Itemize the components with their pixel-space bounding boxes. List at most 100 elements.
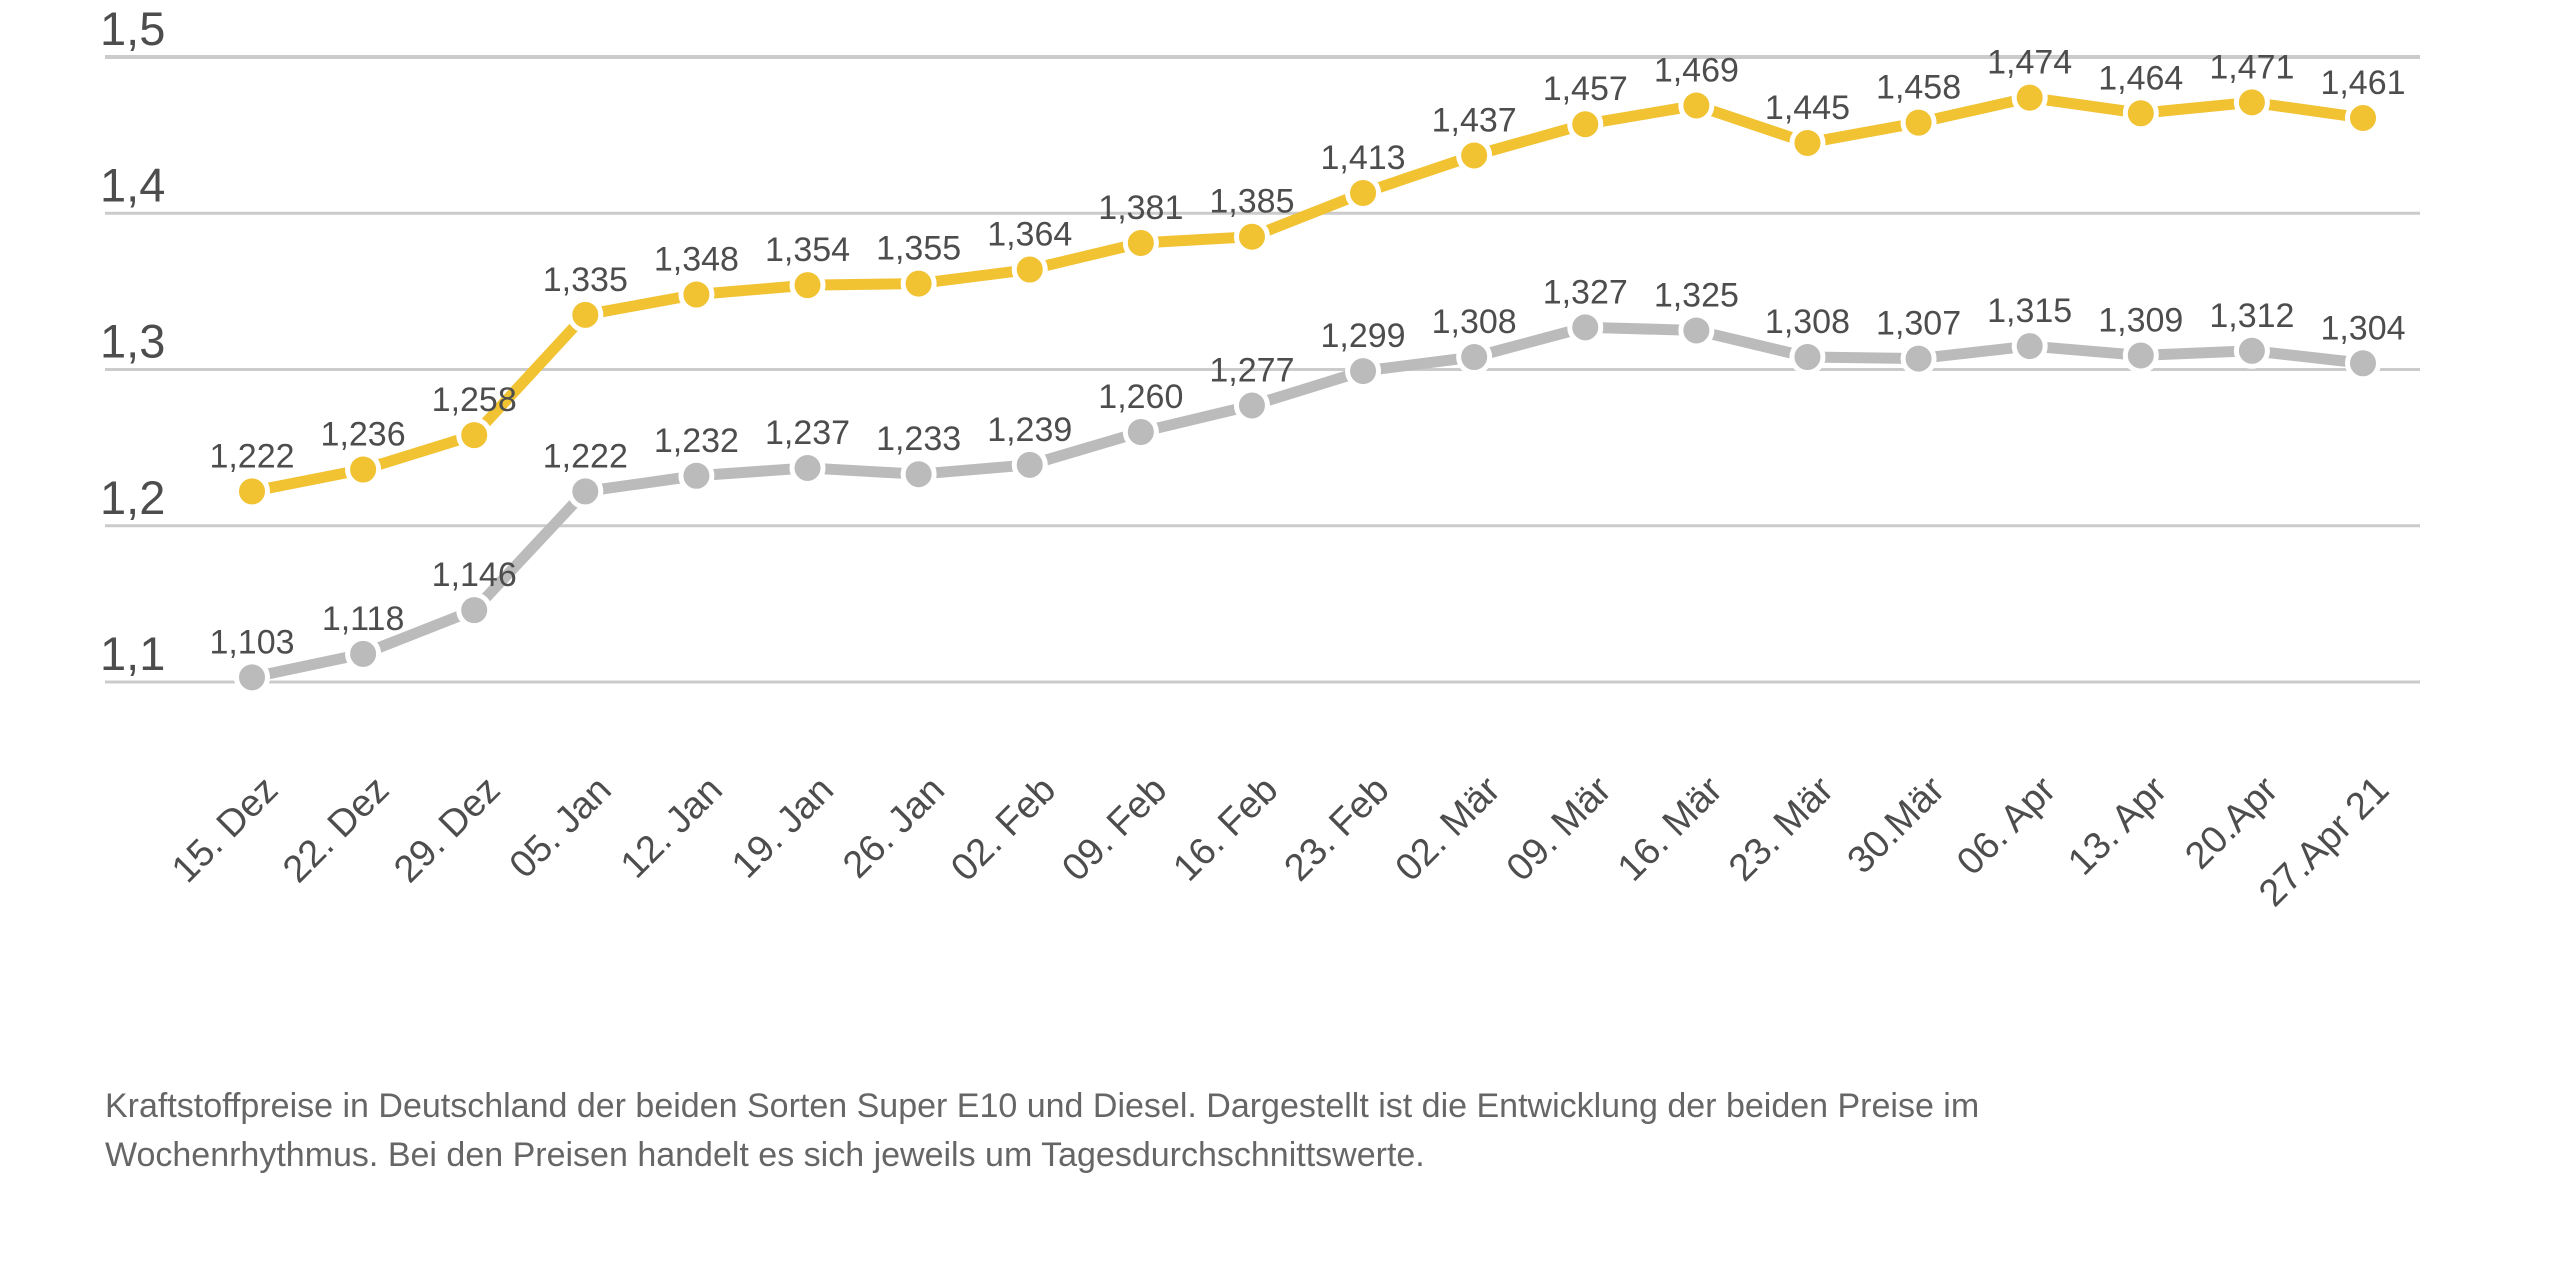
data-point-label-diesel: 1,237 bbox=[765, 414, 850, 452]
data-point-label-diesel: 1,308 bbox=[1432, 303, 1517, 341]
data-point-label-diesel: 1,315 bbox=[1987, 292, 2072, 330]
data-point-super-e10 bbox=[1011, 251, 1048, 288]
data-point-label-super-e10: 1,445 bbox=[1765, 89, 1850, 127]
x-axis-tick-label: 02. Feb bbox=[943, 769, 1064, 890]
data-point-diesel bbox=[1567, 309, 1604, 346]
data-point-label-diesel: 1,309 bbox=[2098, 301, 2183, 339]
x-axis-tick-label: 06. Apr bbox=[1949, 768, 2064, 883]
x-axis-tick-label: 09. Mär bbox=[1499, 768, 1620, 889]
x-axis-tick-label: 15. Dez bbox=[164, 769, 286, 891]
data-point-label-super-e10: 1,381 bbox=[1098, 189, 1183, 227]
data-point-diesel bbox=[789, 449, 826, 486]
data-point-super-e10 bbox=[2011, 79, 2048, 116]
x-axis-tick-label: 20.Apr bbox=[2177, 768, 2286, 877]
data-point-label-diesel: 1,327 bbox=[1543, 273, 1628, 311]
data-point-label-diesel: 1,232 bbox=[654, 422, 739, 460]
x-axis-tick-label: 16. Feb bbox=[1165, 769, 1286, 890]
data-point-diesel bbox=[1122, 414, 1159, 450]
caption-line-2: Wochenrhythmus. Bei den Preisen handelt … bbox=[105, 1136, 1425, 1174]
x-axis-tick-label: 22. Dez bbox=[275, 769, 397, 891]
data-point-label-super-e10: 1,464 bbox=[2098, 59, 2183, 97]
data-point-diesel bbox=[1900, 340, 1937, 377]
x-axis-tick-label: 02. Mär bbox=[1388, 768, 1509, 889]
data-point-label-super-e10: 1,385 bbox=[1209, 183, 1294, 221]
data-point-label-super-e10: 1,258 bbox=[432, 381, 517, 419]
data-point-diesel bbox=[2122, 337, 2159, 374]
x-axis-tick-label: 19. Jan bbox=[724, 769, 842, 887]
data-point-diesel bbox=[234, 659, 270, 696]
data-point-super-e10 bbox=[900, 265, 937, 302]
x-axis-tick-label: 09. Feb bbox=[1054, 769, 1175, 890]
data-point-diesel bbox=[2345, 345, 2381, 382]
data-point-diesel bbox=[345, 635, 382, 672]
data-point-diesel bbox=[567, 473, 604, 510]
data-point-label-super-e10: 1,474 bbox=[1987, 44, 2072, 82]
data-point-super-e10 bbox=[1567, 106, 1604, 143]
data-point-label-super-e10: 1,348 bbox=[654, 241, 739, 279]
y-axis-tick-label: 1,1 bbox=[100, 627, 165, 680]
data-point-label-diesel: 1,233 bbox=[876, 420, 961, 458]
series-line-super-e10 bbox=[250, 92, 2364, 497]
data-point-label-diesel: 1,222 bbox=[543, 437, 628, 475]
x-axis-tick-label: 13. Apr bbox=[2060, 768, 2175, 883]
data-point-diesel bbox=[1345, 353, 1382, 390]
data-point-label-diesel: 1,239 bbox=[987, 411, 1072, 449]
x-axis-tick-label: 05. Jan bbox=[502, 769, 620, 887]
data-point-label-diesel: 1,308 bbox=[1765, 303, 1850, 341]
data-point-diesel bbox=[1678, 312, 1715, 349]
data-point-super-e10 bbox=[1233, 218, 1270, 255]
data-point-super-e10 bbox=[1900, 104, 1937, 141]
x-axis-tick-label: 23. Mär bbox=[1721, 768, 1842, 889]
data-point-super-e10 bbox=[567, 296, 604, 333]
y-axis-tick-label: 1,2 bbox=[100, 471, 165, 524]
data-point-diesel bbox=[1789, 339, 1826, 375]
data-point-super-e10 bbox=[789, 267, 826, 304]
data-point-super-e10 bbox=[1456, 137, 1493, 174]
data-point-diesel bbox=[678, 457, 715, 494]
data-point-label-super-e10: 1,355 bbox=[876, 230, 961, 268]
data-point-super-e10 bbox=[2233, 84, 2270, 121]
data-point-diesel bbox=[1011, 446, 1048, 483]
data-point-diesel bbox=[900, 456, 937, 493]
data-point-label-super-e10: 1,457 bbox=[1543, 70, 1628, 108]
data-point-label-super-e10: 1,413 bbox=[1321, 139, 1406, 177]
x-axis-tick-label: 29. Dez bbox=[386, 769, 508, 891]
caption-line-1: Kraftstoffpreise in Deutschland der beid… bbox=[105, 1087, 1980, 1125]
x-axis-tick-label: 16. Mär bbox=[1610, 768, 1731, 889]
series-line-diesel bbox=[250, 321, 2364, 683]
y-axis-tick-label: 1,3 bbox=[100, 315, 165, 368]
data-point-label-diesel: 1,277 bbox=[1209, 351, 1294, 389]
data-point-label-super-e10: 1,354 bbox=[765, 231, 850, 269]
data-point-label-super-e10: 1,222 bbox=[209, 437, 294, 475]
data-point-super-e10 bbox=[2345, 99, 2381, 136]
data-point-label-super-e10: 1,471 bbox=[2209, 48, 2294, 86]
x-axis-tick-label: 30.Mär bbox=[1840, 768, 1954, 882]
x-axis-tick-label: 26. Jan bbox=[835, 769, 953, 887]
data-point-label-diesel: 1,299 bbox=[1321, 317, 1406, 355]
data-point-label-diesel: 1,118 bbox=[322, 600, 405, 638]
data-point-diesel bbox=[2011, 328, 2048, 365]
data-point-label-diesel: 1,103 bbox=[209, 623, 294, 661]
data-point-super-e10 bbox=[1122, 224, 1159, 261]
x-axis-tick-label: 12. Jan bbox=[613, 769, 731, 887]
data-point-label-diesel: 1,146 bbox=[432, 556, 517, 594]
data-point-label-super-e10: 1,364 bbox=[987, 216, 1072, 254]
data-point-super-e10 bbox=[1789, 124, 1826, 161]
data-point-diesel bbox=[1233, 387, 1270, 424]
y-axis-tick-label: 1,4 bbox=[100, 158, 165, 211]
data-point-label-diesel: 1,304 bbox=[2320, 309, 2405, 347]
data-point-label-diesel: 1,260 bbox=[1098, 378, 1183, 416]
data-point-super-e10 bbox=[456, 417, 493, 454]
data-point-super-e10 bbox=[345, 451, 382, 488]
data-point-label-diesel: 1,325 bbox=[1654, 276, 1739, 314]
data-point-label-diesel: 1,312 bbox=[2209, 297, 2294, 335]
data-point-label-super-e10: 1,335 bbox=[543, 261, 628, 299]
chart-caption: Kraftstoffpreise in Deutschland der beid… bbox=[105, 1082, 2405, 1180]
data-point-super-e10 bbox=[1678, 87, 1715, 124]
data-point-diesel bbox=[2233, 332, 2270, 369]
data-point-label-super-e10: 1,461 bbox=[2320, 64, 2405, 102]
data-point-diesel bbox=[456, 592, 493, 629]
data-point-label-super-e10: 1,437 bbox=[1432, 101, 1517, 139]
